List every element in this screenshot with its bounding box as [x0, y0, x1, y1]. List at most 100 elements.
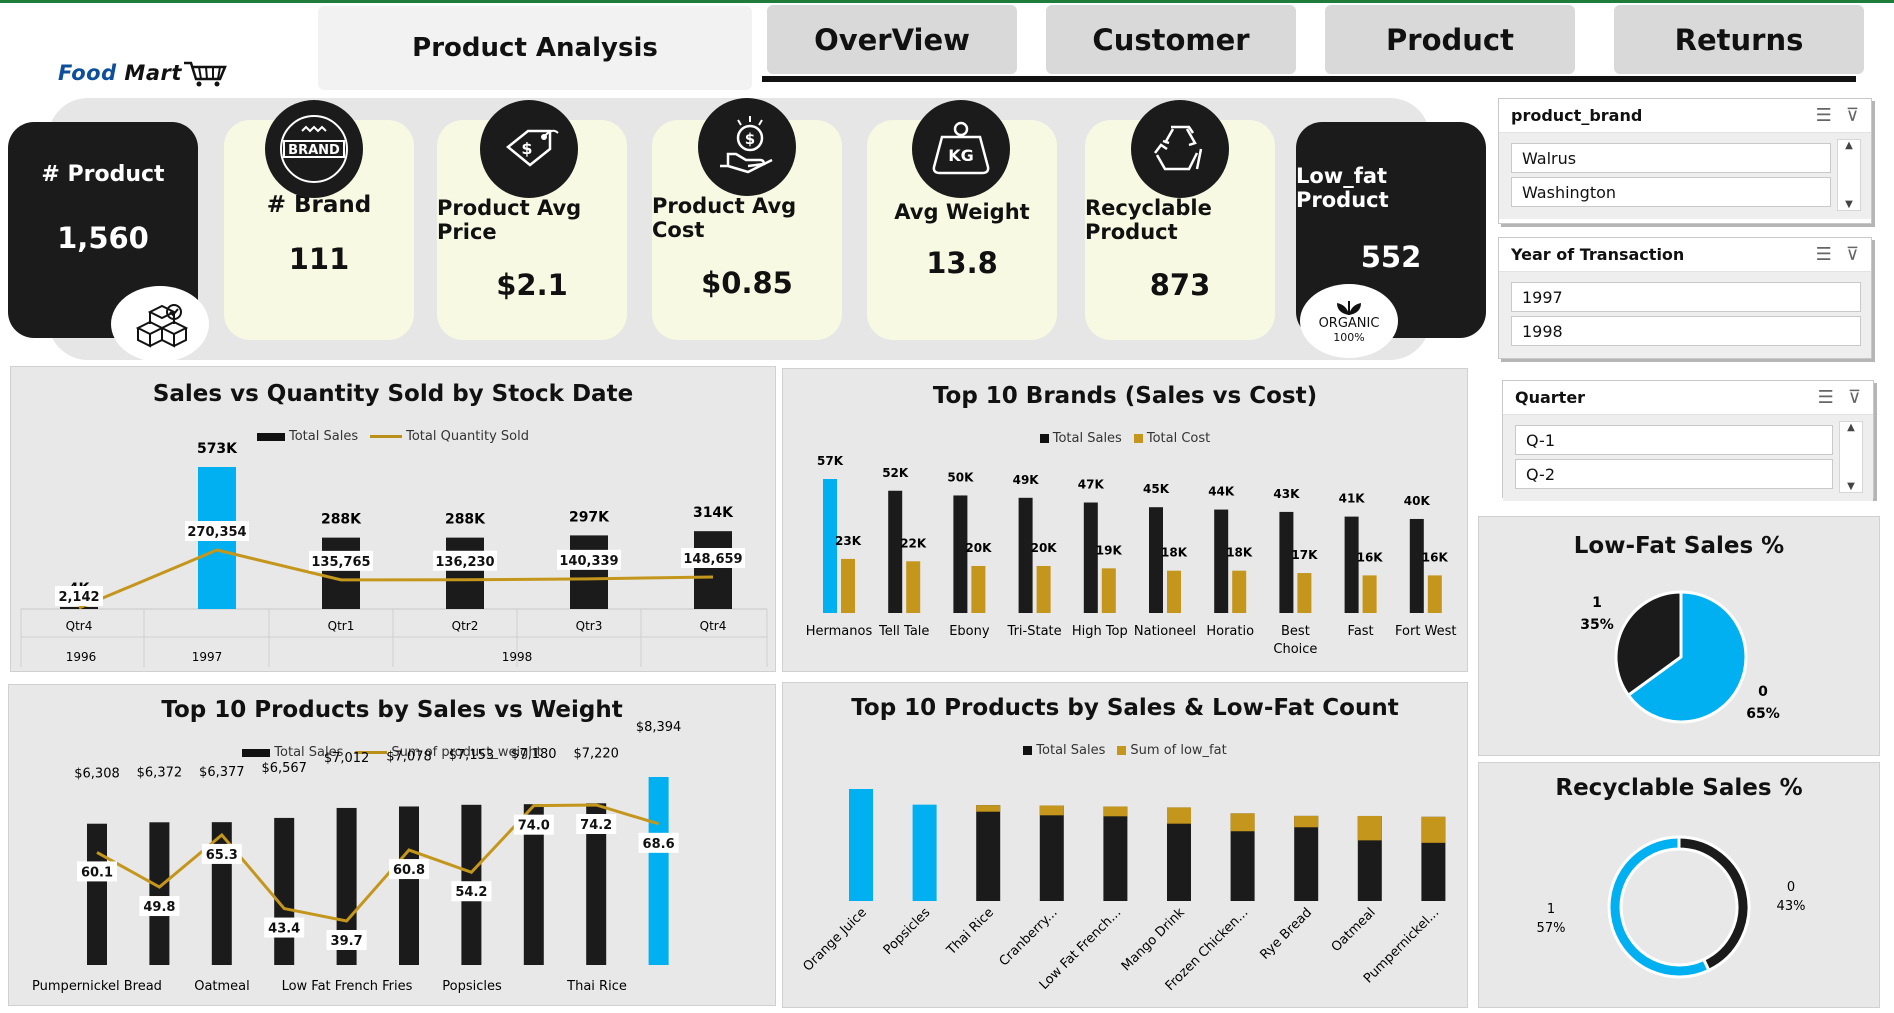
data-label-bg — [451, 881, 492, 902]
data-label-bg — [576, 814, 617, 834]
bar-label: $6,308 — [74, 767, 120, 782]
slicer-item[interactable]: Walrus — [1511, 143, 1831, 173]
donut-slice — [1607, 835, 1711, 979]
svg-text:$: $ — [521, 139, 532, 158]
clear-filter-icon[interactable]: ⊽ — [1845, 244, 1859, 265]
bar-label: 52K — [882, 466, 909, 480]
data-label: 68.6 — [643, 837, 675, 852]
data-label: 65.3 — [206, 848, 238, 863]
slice-label: 1 — [1547, 902, 1555, 917]
tick-label: Popsicles — [881, 905, 934, 958]
bar-total-sales — [446, 537, 484, 609]
bar-total-sales — [149, 822, 170, 965]
tick-label: Nationeel — [1134, 624, 1196, 639]
slice-label: 43% — [1777, 899, 1806, 914]
tick-label: Hermanos — [806, 624, 873, 639]
tick-label: Thai Rice — [566, 979, 627, 994]
slicer-scrollbar[interactable]: ▲ ▼ — [1837, 139, 1861, 211]
tick-label: Best — [1281, 624, 1310, 639]
pie-slice — [1626, 590, 1748, 724]
bar-total-sales — [274, 817, 295, 965]
chart-svg: 0 43% 1 57% — [1537, 835, 1806, 979]
data-label: 148,659 — [683, 552, 742, 567]
chart-sales-vs-quantity: Sales vs Quantity Sold by Stock Date Tot… — [10, 366, 776, 672]
bar-total-sales — [823, 479, 837, 613]
data-label-bg — [55, 586, 103, 606]
foodmart-logo: Food Mart — [58, 58, 288, 88]
chart-title: Low-Fat Sales % — [1573, 533, 1785, 559]
data-label: 49.8 — [143, 900, 175, 915]
kpi-value: 552 — [1360, 240, 1422, 274]
multi-select-icon[interactable]: ☰ — [1815, 105, 1832, 126]
bar-low-fat — [1357, 815, 1382, 841]
kpi-avg-price: Product Avg Price $2.1 — [437, 120, 627, 340]
bar-total-sales — [523, 804, 544, 965]
slicer-year[interactable]: Year of Transaction ☰ ⊽ 1997 1998 — [1498, 237, 1872, 359]
data-label: 39.7 — [331, 934, 363, 949]
slicer-item[interactable]: Washington — [1511, 177, 1831, 207]
bar-label: 44K — [1208, 485, 1235, 499]
bar-total-sales — [888, 490, 903, 613]
bar-total-sales — [694, 531, 732, 609]
slicer-quarter[interactable]: Quarter ☰ ⊽ Q-1 Q-2 ▲ ▼ — [1502, 380, 1874, 501]
bar-label: 40K — [1404, 494, 1431, 508]
legend-item: Sum of low_fat — [1117, 743, 1227, 758]
tab-product[interactable]: Product — [1325, 5, 1575, 74]
bar-low-fat — [1230, 813, 1255, 832]
bar-label: 23K — [835, 534, 862, 548]
legend-item: Total Sales — [1039, 431, 1122, 446]
tick-label: Qtr2 — [452, 619, 479, 633]
tab-customer[interactable]: Customer — [1046, 5, 1296, 74]
kpi-label: Low_fat Product — [1296, 164, 1389, 212]
data-label-bg — [185, 521, 249, 541]
multi-select-icon[interactable]: ☰ — [1815, 244, 1832, 265]
tab-overview[interactable]: OverView — [767, 5, 1017, 74]
price-tag-icon: $ — [480, 100, 578, 198]
tick-label: Oatmeal — [1329, 905, 1379, 955]
scroll-up-icon: ▲ — [1847, 422, 1855, 433]
bar-total-sales — [976, 805, 1001, 901]
slicer-item[interactable]: 1998 — [1511, 316, 1861, 346]
legend-item: Total Sales — [257, 429, 358, 444]
slicer-item[interactable]: Q-1 — [1515, 425, 1833, 455]
donut-slice — [1677, 835, 1751, 973]
slicer-product-brand[interactable]: product_brand ☰ ⊽ Walrus Washington ▲ ▼ — [1498, 98, 1872, 224]
weight-kg-icon: KG — [912, 100, 1010, 198]
data-label-bg — [433, 550, 497, 571]
bar-label: 43K — [1273, 487, 1300, 501]
data-label: 135,765 — [311, 555, 370, 570]
multi-select-icon[interactable]: ☰ — [1817, 387, 1834, 408]
bar-label: 47K — [1078, 478, 1105, 492]
clear-filter-icon[interactable]: ⊽ — [1847, 387, 1861, 408]
tick-label: Tell Tale — [878, 624, 929, 639]
year-label: 1998 — [502, 650, 533, 664]
tab-returns[interactable]: Returns — [1614, 5, 1864, 74]
bar-label: $7,078 — [386, 749, 432, 764]
bar-label: $6,567 — [261, 761, 307, 776]
chart-products-lowfat: Top 10 Products by Sales & Low-Fat Count… — [782, 682, 1468, 1008]
clear-filter-icon[interactable]: ⊽ — [1845, 105, 1859, 126]
slicer-item[interactable]: Q-2 — [1515, 459, 1833, 489]
tab-product-analysis[interactable]: Product Analysis — [318, 6, 752, 90]
slice-label: 35% — [1580, 617, 1614, 633]
bar-total-sales — [87, 823, 107, 965]
slice-label: 0 — [1758, 684, 1768, 700]
tick-label: High Top — [1072, 624, 1128, 639]
data-label-bg — [77, 861, 117, 882]
kpi-value: 13.8 — [926, 246, 998, 280]
bar-total-sales — [1279, 511, 1294, 613]
data-label-bg — [389, 859, 429, 880]
chart-products-sales-weight: Top 10 Products by Sales vs Weight Total… — [8, 684, 776, 1006]
slicer-scrollbar[interactable]: ▲ ▼ — [1839, 421, 1863, 493]
legend-item: Total Quantity Sold — [370, 429, 529, 444]
bar-total-cost — [1232, 570, 1247, 613]
bar-label: 22K — [900, 536, 927, 550]
bar-low-fat — [1103, 806, 1128, 817]
legend-item: Total Sales — [1023, 743, 1105, 758]
data-label: 136,230 — [435, 555, 494, 570]
scroll-down-icon: ▼ — [1845, 199, 1853, 210]
bar-label: 20K — [965, 541, 992, 555]
bar-total-cost — [1427, 575, 1442, 613]
slicer-item[interactable]: 1997 — [1511, 282, 1861, 312]
chart-title: Top 10 Brands (Sales vs Cost) — [932, 383, 1318, 409]
